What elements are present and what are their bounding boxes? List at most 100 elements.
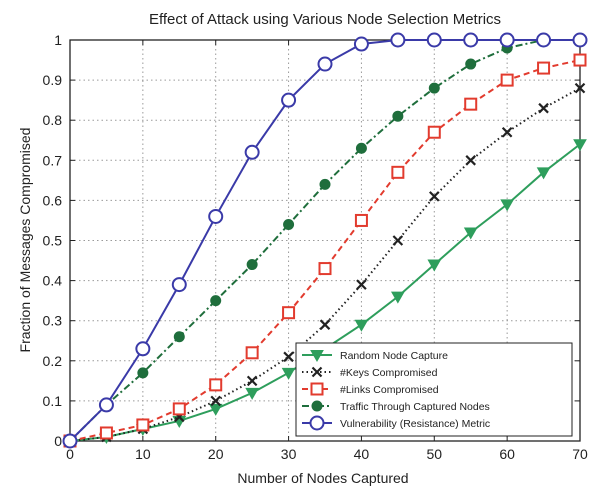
data-point [136, 418, 150, 432]
x-tick-label: 40 [354, 446, 370, 462]
legend-item: #Links Compromised [302, 382, 439, 396]
data-point [501, 126, 513, 138]
x-tick-label: 20 [208, 446, 224, 462]
legend-item: Traffic Through Captured Nodes [302, 400, 490, 413]
x-tick-label: 70 [572, 446, 588, 462]
data-point [538, 102, 549, 114]
data-point [573, 53, 587, 67]
y-tick-label: 0.7 [43, 152, 63, 168]
data-point [463, 227, 478, 240]
data-point [171, 277, 187, 293]
x-tick-label: 60 [499, 446, 515, 462]
data-point [537, 61, 551, 75]
x-marker-stroke [210, 395, 221, 407]
x-marker-stroke [538, 102, 549, 114]
legend-item: #Keys Compromised [302, 366, 438, 379]
data-point [319, 178, 331, 190]
data-point [317, 56, 333, 72]
data-point [390, 291, 405, 304]
data-point [246, 259, 258, 271]
data-point [208, 208, 224, 224]
data-point [499, 32, 515, 48]
series-line [69, 87, 581, 442]
data-point [210, 395, 221, 407]
y-tick-label: 0.1 [43, 393, 63, 409]
data-point [246, 375, 258, 387]
data-point [536, 167, 551, 180]
legend-marker [309, 415, 325, 431]
data-point [429, 191, 440, 202]
legend: Random Node Capture #Keys Compromised #Lin… [295, 342, 573, 437]
legend-label: #Keys Compromised [340, 367, 438, 379]
x-marker-stroke [246, 375, 258, 387]
data-point [500, 199, 515, 212]
data-point [427, 125, 441, 139]
legend-label: Traffic Through Captured Nodes [340, 401, 490, 413]
x-marker-stroke [465, 155, 476, 166]
legend-item: Vulnerability (Resistance) Metric [302, 415, 490, 431]
data-point [172, 402, 186, 416]
data-point [463, 32, 479, 48]
data-point [62, 433, 78, 449]
x-marker-stroke [311, 366, 323, 378]
data-point [356, 279, 367, 290]
y-axis-label: Fraction of Messages Compromised [17, 128, 33, 353]
data-point [354, 213, 368, 227]
data-point [464, 97, 478, 111]
legend-item: Random Node Capture [302, 350, 448, 363]
y-tick-label: 1 [54, 32, 62, 48]
data-point [283, 218, 295, 230]
y-tick-label: 0 [54, 433, 62, 449]
legend-label: Vulnerability (Resistance) Metric [340, 418, 490, 430]
data-point [282, 306, 296, 320]
legend-box [295, 342, 573, 437]
x-marker-stroke [501, 126, 513, 138]
y-tick-label: 0.8 [43, 112, 63, 128]
y-tick-label: 0.2 [43, 353, 63, 369]
data-point [319, 319, 331, 330]
legend-marker [310, 350, 324, 363]
data-point [572, 32, 588, 48]
legend-marker [310, 382, 324, 396]
data-point [426, 32, 442, 48]
x-marker-stroke [429, 191, 440, 202]
legend-marker [311, 400, 323, 412]
x-marker-stroke [319, 319, 331, 330]
data-point [465, 155, 476, 166]
data-point [173, 331, 185, 343]
data-point [536, 32, 552, 48]
data-point [281, 367, 296, 380]
data-point [244, 144, 260, 160]
data-point [573, 139, 587, 152]
data-point [574, 82, 586, 94]
data-point [392, 235, 404, 246]
y-tick-label: 0.3 [43, 313, 63, 329]
data-point [428, 82, 440, 94]
data-point [283, 351, 294, 363]
x-marker-stroke [392, 235, 404, 246]
data-point [390, 32, 406, 48]
data-point [208, 403, 223, 416]
x-tick-label: 50 [426, 446, 442, 462]
data-point [354, 319, 369, 332]
series-vulnerability-resistance-metric [62, 32, 588, 449]
data-point [500, 73, 514, 87]
y-tick-label: 0.4 [43, 273, 63, 289]
data-point [355, 142, 367, 154]
y-tick-label: 0.6 [43, 192, 63, 208]
legend-label: Random Node Capture [340, 350, 448, 362]
data-point [210, 295, 222, 307]
x-axis-label: Number of Nodes Captured [237, 470, 408, 486]
chart-title: Effect of Attack using Various Node Sele… [149, 11, 501, 28]
data-point [245, 387, 260, 400]
data-point [135, 341, 151, 357]
x-marker-stroke [574, 82, 586, 94]
data-point [281, 92, 297, 108]
data-point [392, 110, 404, 122]
x-tick-label: 30 [281, 446, 297, 462]
data-point [98, 397, 114, 413]
data-point [99, 426, 113, 440]
legend-label: #Links Compromised [340, 384, 439, 396]
x-marker-stroke [356, 279, 367, 290]
